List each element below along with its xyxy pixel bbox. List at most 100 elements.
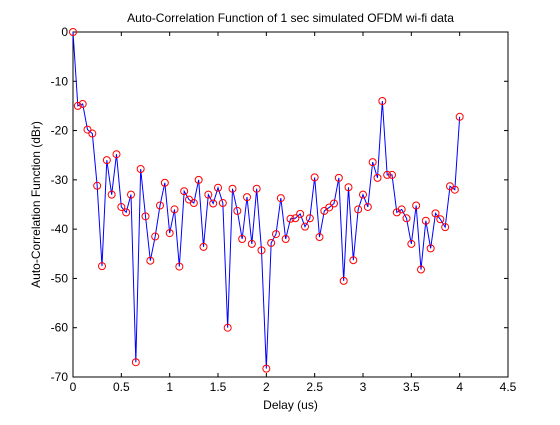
data-point (397, 205, 406, 214)
data-point (305, 214, 314, 223)
data-point (233, 206, 242, 215)
data-point (73, 101, 82, 110)
data-point (189, 199, 198, 208)
data-point (272, 230, 280, 239)
chart-title: Auto-Correlation Function of 1 sec simul… (127, 11, 454, 25)
data-point (156, 201, 164, 210)
x-tick-label: 0 (70, 380, 77, 394)
data-point (388, 170, 396, 179)
x-tick-label: 0.5 (113, 380, 130, 394)
y-tick-label: -30 (51, 173, 69, 187)
data-point (78, 99, 87, 108)
data-point (276, 194, 285, 203)
x-tick-label: 4.5 (500, 380, 517, 394)
data-point (122, 208, 131, 217)
data-point (117, 202, 126, 211)
data-point (407, 239, 416, 248)
x-axis-label: Delay (us) (263, 398, 318, 412)
plot-area (72, 31, 509, 378)
y-tick-label: -50 (51, 271, 69, 285)
data-point (325, 203, 334, 212)
data-point (281, 235, 290, 243)
data-point (412, 201, 421, 210)
data-point (88, 129, 97, 138)
data-point (180, 187, 189, 196)
data-point (223, 323, 232, 332)
data-point (349, 256, 358, 265)
data-point (426, 244, 435, 253)
y-tick-label: -20 (51, 124, 69, 138)
data-point (291, 214, 300, 223)
data-point (378, 97, 387, 105)
data-point (107, 190, 116, 199)
data-point (112, 150, 121, 159)
data-point (170, 205, 179, 214)
data-point (359, 190, 367, 199)
data-point (131, 358, 140, 367)
data-point (330, 199, 338, 208)
data-point (373, 173, 382, 182)
y-axis-label: Auto-Correlation Function (dBr) (29, 121, 43, 288)
data-point (243, 193, 251, 202)
data-point (204, 190, 213, 199)
data-point (141, 212, 150, 221)
data-point (175, 262, 184, 271)
data-point (368, 158, 377, 167)
data-point (441, 223, 450, 232)
data-point (209, 199, 218, 208)
data-point (69, 28, 77, 36)
data-point (455, 112, 464, 121)
data-point (160, 178, 169, 187)
y-tick-label: -40 (51, 222, 69, 236)
data-point (363, 202, 372, 211)
data-point (334, 173, 343, 182)
x-tick-label: 1.5 (210, 380, 227, 394)
x-tick-label: 2 (263, 380, 270, 394)
data-point (218, 199, 227, 208)
y-tick-label: -10 (51, 74, 69, 88)
data-point (252, 184, 261, 193)
data-point (238, 235, 247, 243)
data-point (228, 184, 237, 193)
data-point (199, 242, 208, 251)
data-point (257, 246, 266, 255)
data-point (344, 183, 353, 192)
data-point (146, 256, 155, 265)
data-point (310, 173, 319, 182)
data-point (267, 238, 276, 247)
data-point (83, 125, 92, 134)
data-point (296, 209, 305, 218)
data-point (301, 222, 309, 231)
data-point (93, 181, 102, 190)
x-tick-label: 2.5 (306, 380, 323, 394)
data-point (102, 156, 111, 165)
x-axis: 0 0.5 1 1.5 2 2.5 3 3.5 4 4.5 (70, 32, 517, 394)
series-group (69, 28, 464, 373)
data-point (194, 175, 203, 184)
data-point (339, 276, 348, 285)
data-point (354, 205, 363, 214)
y-axis: 0 -10 -20 -30 -40 -50 -60 -70 (51, 25, 508, 384)
data-point (136, 165, 145, 174)
y-tick-label: -60 (51, 321, 69, 335)
x-tick-label: 1 (166, 380, 173, 394)
data-point (431, 209, 440, 218)
data-point (402, 214, 411, 223)
data-point (262, 364, 271, 373)
series-line (72, 31, 461, 369)
y-tick-label: -70 (51, 370, 69, 384)
data-point (151, 232, 160, 241)
data-point (98, 262, 106, 271)
data-point (421, 216, 430, 225)
x-tick-label: 3 (360, 380, 367, 394)
data-point (165, 229, 174, 238)
data-point (315, 233, 324, 242)
data-point (450, 185, 459, 194)
data-point (247, 239, 256, 248)
data-point (417, 265, 425, 274)
data-point (286, 214, 295, 223)
data-point (214, 183, 222, 192)
y-tick-label: 0 (61, 25, 68, 39)
